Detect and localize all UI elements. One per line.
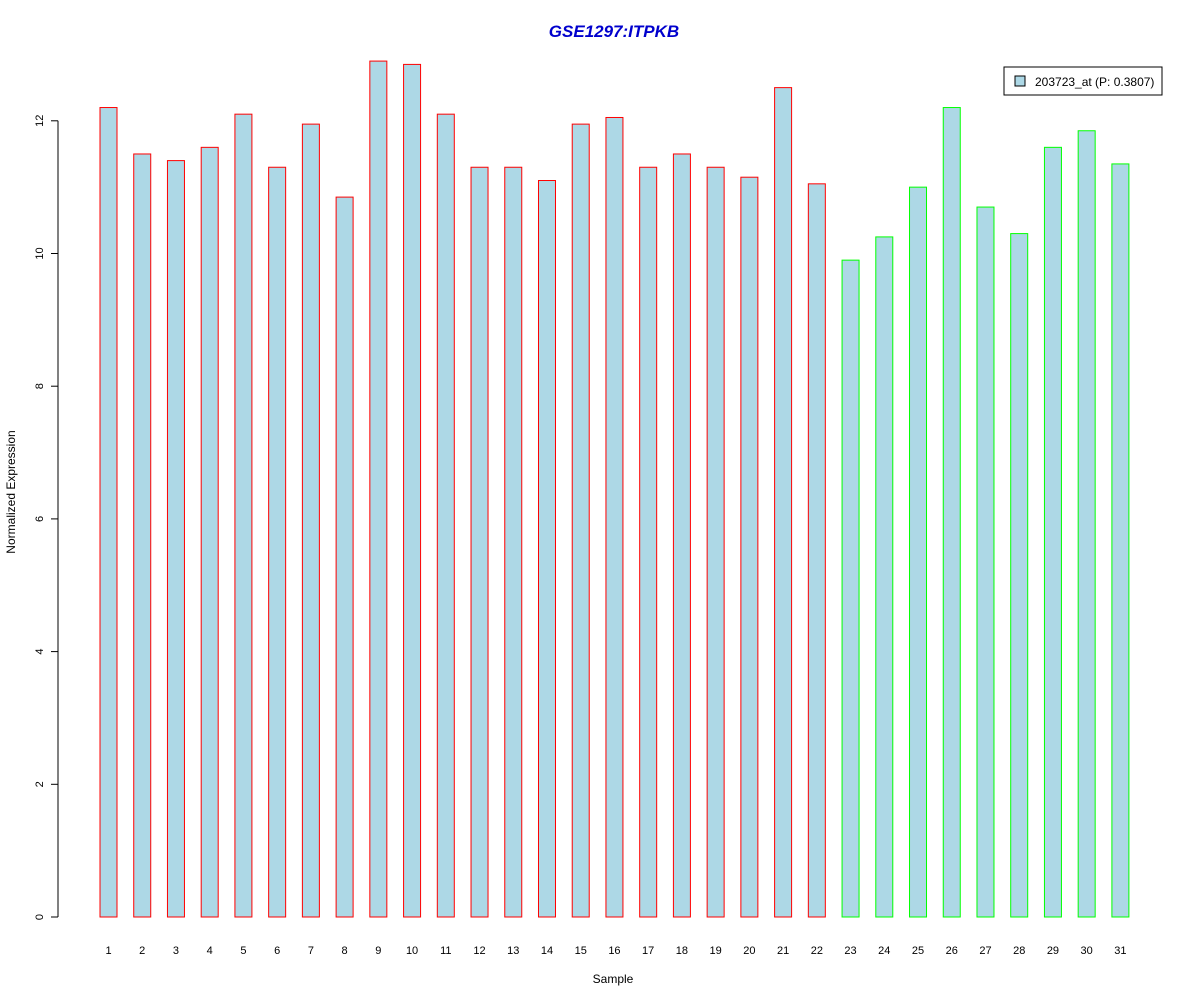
x-tick-labels: 1 2 3 4 5 6 7 8 9 10 11 12 13 14 15 16 17 18 19 20 21 22 23 24 2… <box>105 945 1126 957</box>
x-tick-label: 15 <box>575 945 587 957</box>
legend-label: 203723_at (P: 0.3807) <box>1035 75 1154 89</box>
x-tick-label: 28 <box>1013 945 1025 957</box>
x-tick-label: 31 <box>1114 945 1126 957</box>
x-tick-label: 1 <box>105 945 111 957</box>
x-tick-label: 11 <box>440 945 451 957</box>
bar-sample-22 <box>807 183 826 918</box>
bar-sample-27 <box>976 206 995 918</box>
x-tick-label: 19 <box>710 945 722 957</box>
bar-sample-19 <box>706 166 725 918</box>
bar-sample-14 <box>537 180 556 918</box>
bar-sample-25 <box>909 186 928 918</box>
bar-sample-10 <box>403 63 422 918</box>
bar-sample-3 <box>166 160 185 918</box>
y-tick-label: 0 <box>34 914 46 920</box>
x-tick-label: 22 <box>811 945 823 957</box>
bar-sample-5 <box>234 113 253 918</box>
bar-sample-12 <box>470 166 489 918</box>
x-tick-label: 17 <box>642 945 654 957</box>
x-tick-label: 10 <box>406 945 418 957</box>
bar-sample-28 <box>1010 233 1029 918</box>
x-tick-label: 26 <box>946 945 958 957</box>
bar-sample-18 <box>672 153 691 918</box>
bar-sample-24 <box>875 236 894 918</box>
x-tick-label: 2 <box>139 945 145 957</box>
legend: 203723_at (P: 0.3807) <box>1003 66 1163 96</box>
bar-sample-31 <box>1111 163 1130 918</box>
x-tick-label: 3 <box>173 945 179 957</box>
bar-sample-29 <box>1043 146 1062 918</box>
x-tick-label: 21 <box>777 945 789 957</box>
bar-sample-9 <box>369 60 388 918</box>
x-tick-label: 20 <box>743 945 755 957</box>
y-axis: 0 2 4 6 8 10 12 <box>34 115 59 920</box>
y-tick-label: 6 <box>34 516 46 522</box>
bar-sample-15 <box>571 123 590 918</box>
bar-sample-6 <box>268 166 287 918</box>
x-tick-label: 5 <box>240 945 246 957</box>
bar-sample-30 <box>1077 130 1096 918</box>
legend-box <box>1003 66 1163 96</box>
x-tick-label: 9 <box>375 945 381 957</box>
y-tick-label: 10 <box>34 247 46 259</box>
x-tick-label: 4 <box>207 945 213 957</box>
y-tick-label: 2 <box>34 781 46 787</box>
y-tick-label: 8 <box>34 383 46 389</box>
x-tick-label: 16 <box>608 945 620 957</box>
bar-sample-7 <box>301 123 320 918</box>
x-tick-label: 6 <box>274 945 280 957</box>
bar-sample-4 <box>200 146 219 918</box>
x-tick-label: 18 <box>676 945 688 957</box>
x-tick-label: 14 <box>541 945 553 957</box>
x-tick-label: 12 <box>473 945 485 957</box>
x-tick-label: 8 <box>342 945 348 957</box>
bar-sample-21 <box>774 87 793 918</box>
chart-title: GSE1297:ITPKB <box>549 22 679 41</box>
bar-sample-13 <box>504 166 523 918</box>
bar-sample-11 <box>436 113 455 918</box>
x-tick-label: 7 <box>308 945 314 957</box>
x-tick-label: 25 <box>912 945 924 957</box>
x-axis-label: Sample <box>593 972 634 986</box>
bars-group <box>99 60 1130 918</box>
legend-swatch <box>1014 75 1026 87</box>
x-tick-label: 13 <box>507 945 519 957</box>
y-tick-label: 12 <box>34 115 46 127</box>
x-tick-label: 27 <box>979 945 991 957</box>
bar-sample-26 <box>942 107 961 918</box>
bar-sample-16 <box>605 116 624 918</box>
x-tick-label: 29 <box>1047 945 1059 957</box>
bar-sample-8 <box>335 196 354 918</box>
y-tick-label: 4 <box>34 649 46 655</box>
x-tick-label: 24 <box>878 945 890 957</box>
y-axis-label: Normalized Expression <box>4 430 18 553</box>
bar-sample-1 <box>99 107 118 918</box>
bar-sample-17 <box>639 166 658 918</box>
bar-sample-20 <box>740 176 759 918</box>
bar-sample-23 <box>841 259 860 918</box>
x-tick-label: 23 <box>844 945 856 957</box>
x-tick-label: 30 <box>1081 945 1093 957</box>
bar-sample-2 <box>133 153 152 918</box>
